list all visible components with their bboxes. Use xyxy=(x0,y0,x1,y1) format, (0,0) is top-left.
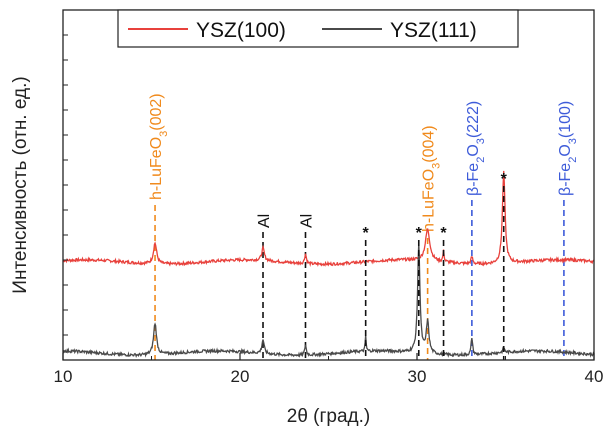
axes: 10 20 30 40 xyxy=(54,9,604,386)
star-markers: * * * * xyxy=(363,171,508,360)
x-tick-label: 40 xyxy=(585,367,604,386)
reference-line-label: β-Fe2O3(100) xyxy=(557,101,579,196)
y-axis-label: Интенсивность (отн. ед.) xyxy=(10,76,31,293)
reference-lines: h-LuFeO3(002) h-LuFeO3(004) β-Fe2O3(222) β-… xyxy=(148,93,579,360)
star-marker: * xyxy=(363,225,370,242)
series-line-ysz111 xyxy=(62,242,595,359)
x-tick-label: 20 xyxy=(231,367,250,386)
x-tick-label: 10 xyxy=(54,367,73,386)
star-marker: * xyxy=(440,225,447,242)
x-tick-label: 30 xyxy=(408,367,427,386)
legend: YSZ(100) YSZ(111) xyxy=(117,9,519,48)
reference-line-label: Al xyxy=(298,214,315,228)
plot-frame xyxy=(62,9,595,361)
star-marker: * xyxy=(416,225,423,242)
series-lines xyxy=(62,170,595,359)
reference-line-label: h-LuFeO3(002) xyxy=(148,93,170,200)
x-axis-label: 2θ (град.) xyxy=(287,406,371,427)
reference-line-label: Al xyxy=(256,214,273,228)
legend-entry-label: YSZ(100) xyxy=(196,19,286,42)
star-marker: * xyxy=(501,171,508,188)
reference-line-label: h-LuFeO3(004) xyxy=(421,125,443,232)
series-line-ysz100 xyxy=(62,170,595,268)
reference-line-label: β-Fe2O3(222) xyxy=(465,101,487,196)
legend-entry-label: YSZ(111) xyxy=(390,19,477,42)
